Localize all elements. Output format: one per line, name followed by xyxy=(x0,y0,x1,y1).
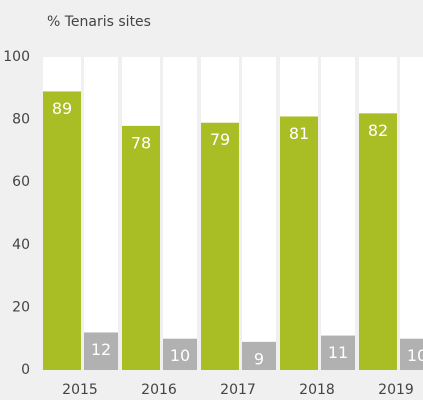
x-tick-label: 2016 xyxy=(141,382,177,398)
data-label: 79 xyxy=(210,130,230,149)
data-label: 82 xyxy=(368,121,388,140)
bar xyxy=(201,122,239,370)
bar-background xyxy=(84,57,118,370)
data-label: 9 xyxy=(254,349,264,368)
data-label: 10 xyxy=(170,346,190,365)
data-label: 11 xyxy=(328,343,348,362)
chart-subtitle: % Tenaris sites xyxy=(47,14,151,30)
data-label: 10 xyxy=(407,346,423,365)
y-tick-label: 40 xyxy=(12,237,30,253)
bar xyxy=(163,338,197,370)
y-tick-label: 60 xyxy=(12,174,30,190)
x-tick-label: 2019 xyxy=(378,382,414,398)
bar xyxy=(122,125,160,370)
y-tick-label: 100 xyxy=(3,49,30,65)
data-label: 89 xyxy=(52,99,72,118)
bar-background xyxy=(163,57,197,370)
data-label: 81 xyxy=(289,124,309,143)
bar xyxy=(321,335,355,370)
x-tick-label: 2018 xyxy=(299,382,335,398)
data-label: 12 xyxy=(91,340,111,359)
y-tick-label: 80 xyxy=(12,112,30,128)
bar xyxy=(359,113,397,370)
y-tick-label: 0 xyxy=(21,362,30,378)
bar xyxy=(242,341,276,370)
bar-background xyxy=(321,57,355,370)
bar xyxy=(84,332,118,370)
data-label: 78 xyxy=(131,133,151,152)
bar xyxy=(43,91,81,371)
x-tick-label: 2017 xyxy=(220,382,256,398)
y-tick-label: 20 xyxy=(12,299,30,315)
bar-background xyxy=(400,57,423,370)
bar xyxy=(400,338,423,370)
x-tick-label: 2015 xyxy=(62,382,98,398)
bar xyxy=(280,116,318,370)
bar-background xyxy=(242,57,276,370)
